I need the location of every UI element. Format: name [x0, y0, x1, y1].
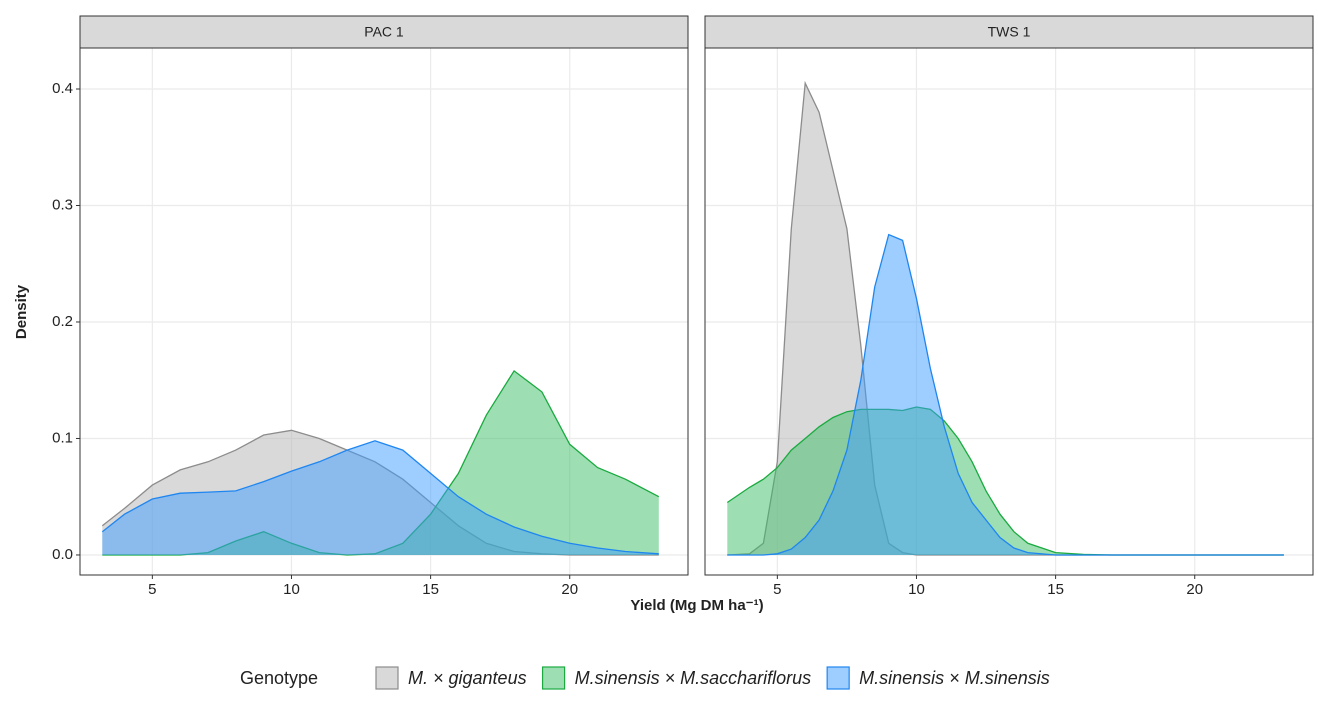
y-tick-label: 0.0 [52, 546, 73, 563]
y-tick-label: 0.4 [52, 80, 73, 97]
density-area [102, 370, 659, 555]
panel-border [79, 47, 689, 576]
x-tick-label: 20 [561, 581, 578, 598]
legend-key [375, 666, 399, 690]
density-line [101, 440, 659, 555]
legend-label: M. × giganteus [408, 668, 527, 688]
x-axis-label: Yield (Mg DM ha⁻¹) [630, 597, 763, 614]
x-tick-label: 10 [283, 581, 300, 598]
y-axis-label: Density [13, 284, 30, 339]
panel-border [704, 47, 1314, 576]
x-tick-label: 5 [148, 581, 156, 598]
y-tick-label: 0.2 [52, 313, 73, 330]
y-tick-label: 0.1 [52, 429, 73, 446]
strip [704, 15, 1314, 49]
strip [79, 15, 689, 49]
density-area [102, 440, 659, 555]
x-tick-label: 10 [908, 581, 925, 598]
legend-key [826, 666, 850, 690]
x-tick-label: 5 [773, 581, 781, 598]
density-area [727, 234, 1284, 555]
x-tick-label: 15 [422, 581, 439, 598]
legend-label: M.sinensis × M.sacchariflorus [575, 668, 812, 688]
x-tick-label: 15 [1047, 581, 1064, 598]
legend-key [541, 666, 566, 690]
facet-title: PAC 1 [364, 24, 404, 40]
legend-title: Genotype [240, 668, 318, 688]
legend-label: M.sinensis × M.sinensis [859, 668, 1050, 688]
facet-title: TWS 1 [988, 24, 1031, 40]
density-line [727, 233, 1284, 556]
y-tick-label: 0.3 [52, 196, 73, 213]
x-tick-label: 20 [1186, 581, 1203, 598]
